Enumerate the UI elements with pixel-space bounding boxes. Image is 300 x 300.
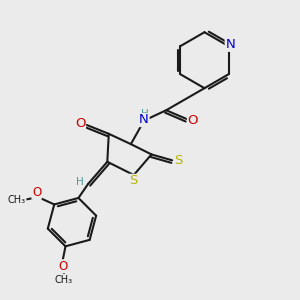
Text: S: S bbox=[174, 154, 183, 167]
Text: N: N bbox=[225, 38, 235, 51]
Text: S: S bbox=[129, 174, 137, 188]
Text: O: O bbox=[75, 117, 86, 130]
Text: CH₃: CH₃ bbox=[8, 195, 26, 205]
Text: O: O bbox=[32, 186, 41, 199]
Text: O: O bbox=[188, 114, 198, 127]
Text: O: O bbox=[58, 260, 67, 273]
Text: CH₃: CH₃ bbox=[55, 274, 73, 285]
Text: H: H bbox=[141, 109, 148, 119]
Text: N: N bbox=[139, 113, 149, 127]
Text: H: H bbox=[76, 176, 84, 187]
